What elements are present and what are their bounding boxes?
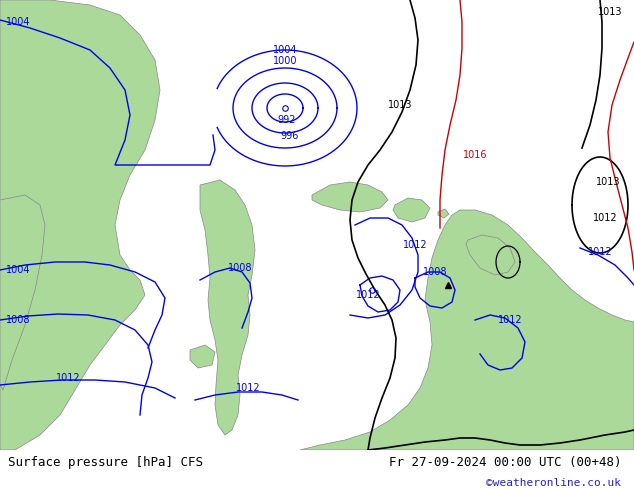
Text: ©weatheronline.co.uk: ©weatheronline.co.uk xyxy=(486,478,621,488)
Polygon shape xyxy=(0,0,160,450)
Polygon shape xyxy=(465,222,473,230)
Text: 1013: 1013 xyxy=(388,100,412,110)
Text: 1012: 1012 xyxy=(593,213,618,223)
Text: 1016: 1016 xyxy=(463,150,488,160)
Polygon shape xyxy=(455,215,463,223)
Polygon shape xyxy=(393,198,430,222)
Text: 1013: 1013 xyxy=(596,177,620,187)
Text: Fr 27-09-2024 00:00 UTC (00+48): Fr 27-09-2024 00:00 UTC (00+48) xyxy=(389,456,621,469)
Text: 1013: 1013 xyxy=(598,7,622,17)
Text: 1012: 1012 xyxy=(56,373,81,383)
Text: 1012: 1012 xyxy=(356,290,380,300)
Polygon shape xyxy=(300,210,634,450)
Text: 1012: 1012 xyxy=(588,247,612,257)
Text: 1004: 1004 xyxy=(273,45,297,55)
Text: 996: 996 xyxy=(281,131,299,141)
Text: 1004: 1004 xyxy=(6,17,30,27)
Text: 1012: 1012 xyxy=(236,383,261,393)
Text: 1008: 1008 xyxy=(6,315,30,325)
Text: 992: 992 xyxy=(278,115,296,125)
Polygon shape xyxy=(312,182,388,212)
Text: Surface pressure [hPa] CFS: Surface pressure [hPa] CFS xyxy=(8,456,203,469)
Text: 1012: 1012 xyxy=(403,240,427,250)
Polygon shape xyxy=(200,180,255,435)
Polygon shape xyxy=(466,235,515,275)
Text: 1008: 1008 xyxy=(228,263,252,273)
Text: 1008: 1008 xyxy=(423,267,447,277)
Polygon shape xyxy=(190,345,215,368)
Text: 1000: 1000 xyxy=(273,56,297,66)
Polygon shape xyxy=(438,209,449,218)
Polygon shape xyxy=(0,195,45,390)
Text: 1004: 1004 xyxy=(6,265,30,275)
Text: 1012: 1012 xyxy=(498,315,522,325)
